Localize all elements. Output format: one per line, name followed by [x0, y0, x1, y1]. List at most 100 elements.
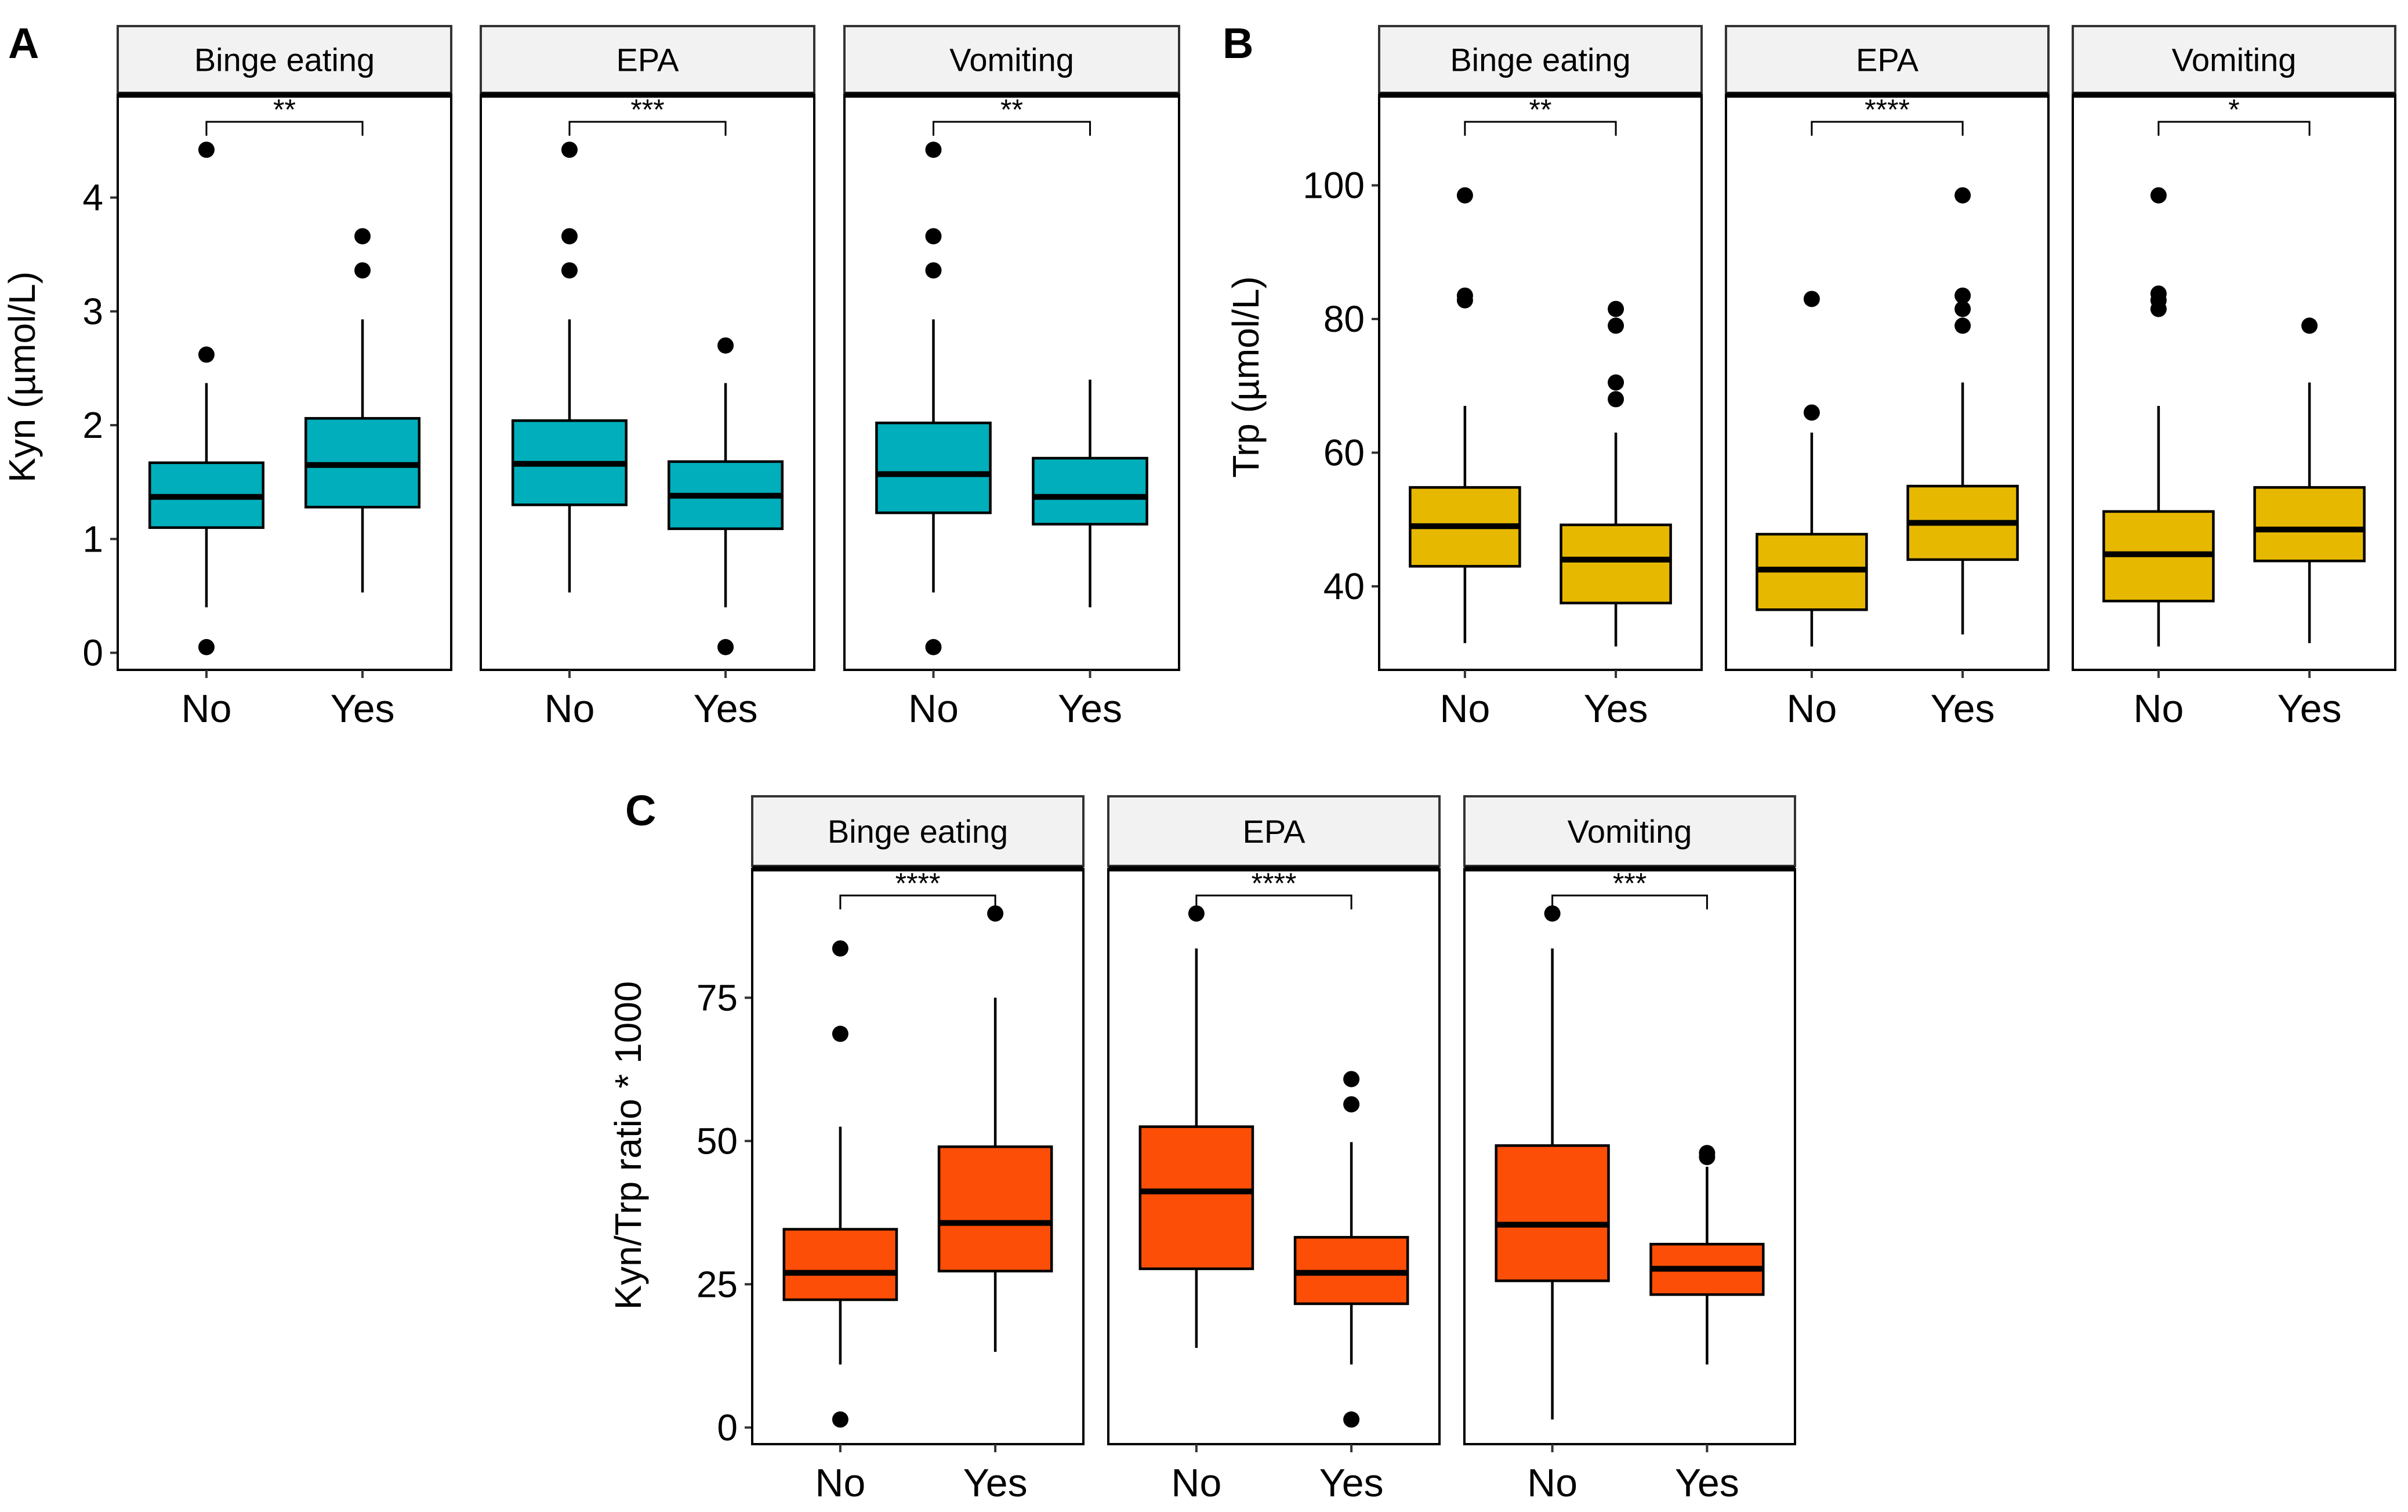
box-no: [511, 142, 628, 593]
facet-binge-eating: Binge eating ** No Yes: [117, 25, 452, 731]
y-tick-label: 80: [1323, 298, 1365, 340]
outlier-point: [561, 262, 578, 279]
x-tick-label: Yes: [1319, 1461, 1384, 1505]
outlier-point: [717, 639, 734, 655]
plot-border: [480, 94, 815, 671]
outlier-point: [1699, 1148, 1716, 1165]
outlier-point: [1343, 1411, 1360, 1428]
outlier-point: [198, 346, 215, 363]
significance-bracket: [1464, 121, 1617, 136]
x-tick-label: Yes: [1058, 687, 1122, 731]
y-tick-label: 40: [1323, 565, 1365, 607]
box-yes: [304, 228, 421, 593]
outlier-point: [832, 1025, 848, 1042]
significance-label: ****: [1865, 93, 1910, 126]
outlier-point: [832, 1411, 848, 1428]
significance-label: ***: [1613, 867, 1647, 900]
y-tick-label: 75: [697, 977, 738, 1018]
panel-letter: A: [8, 19, 39, 67]
facet-strip: [1725, 25, 2050, 94]
box-no: [875, 142, 992, 655]
plot-border: [843, 94, 1180, 671]
x-tick-label: No: [1786, 687, 1837, 731]
outlier-point: [1954, 287, 1971, 304]
box-iqr: [937, 1145, 1053, 1272]
y-tick-label: 2: [82, 404, 103, 446]
significance-label: **: [1000, 93, 1023, 126]
significance-bracket: [1195, 894, 1352, 909]
facet-strip: [480, 25, 815, 94]
facet-strip: [1107, 795, 1441, 867]
x-tick-label: No: [2133, 687, 2184, 731]
panel-b: B Trp (µmol/L) 40 60 80 100 Binge eating ** No Ye…: [1223, 19, 2396, 731]
outlier-point: [1456, 187, 1473, 204]
box-iqr: [1560, 523, 1672, 605]
outlier-point: [2150, 187, 2167, 204]
outlier-point: [561, 228, 578, 245]
significance-bracket: [205, 121, 364, 136]
box-yes: [2253, 317, 2366, 643]
outlier-point: [925, 639, 942, 655]
significance-label: ****: [895, 867, 941, 900]
box-iqr: [1138, 1125, 1254, 1270]
facet-strip-label: Vomiting: [2172, 42, 2297, 78]
y-axis-title: Kyn/Trp ratio * 1000: [607, 981, 649, 1310]
significance-label: ****: [1252, 867, 1297, 900]
outlier-point: [354, 228, 371, 245]
outlier-point: [1608, 317, 1624, 334]
significance-bracket: [932, 121, 1091, 136]
outlier-point: [1803, 404, 1820, 421]
outlier-point: [198, 142, 215, 158]
outlier-point: [1608, 300, 1624, 317]
outlier-point: [198, 639, 215, 655]
significance-bracket: [1551, 894, 1708, 909]
outlier-point: [1343, 1071, 1360, 1087]
significance-label: **: [1529, 93, 1552, 126]
significance-label: **: [273, 93, 296, 126]
outlier-point: [2150, 300, 2167, 317]
box-no: [148, 142, 264, 655]
outlier-point: [2301, 317, 2318, 334]
facet-strip-label: EPA: [616, 42, 680, 78]
x-tick-label: Yes: [1584, 687, 1648, 731]
box-no: [1495, 905, 1610, 1420]
y-axis-title: Kyn (µmol/L): [1, 271, 43, 483]
box-no: [1409, 187, 1521, 643]
significance-label: ***: [630, 93, 664, 126]
facet-binge-eating: Binge eating **** No Yes: [751, 795, 1085, 1505]
y-tick-label: 1: [82, 518, 103, 560]
facet-strip: [117, 25, 452, 94]
facet-binge-eating: Binge eating ** No Yes: [1378, 25, 1703, 731]
outlier-point: [1954, 317, 1971, 334]
box-yes: [937, 905, 1053, 1352]
outlier-point: [987, 905, 1004, 922]
x-tick-label: No: [908, 687, 959, 731]
significance-bracket: [568, 121, 727, 136]
significance-label: *: [2228, 93, 2239, 126]
box-no: [2102, 187, 2215, 647]
box-iqr: [1032, 456, 1148, 526]
y-axis-title: Trp (µmol/L): [1225, 276, 1267, 477]
facet-strip-label: Vomiting: [949, 42, 1074, 78]
y-tick-label: 3: [82, 291, 103, 332]
box-yes: [668, 337, 784, 655]
box-iqr: [782, 1228, 898, 1301]
x-tick-label: Yes: [963, 1461, 1028, 1505]
x-tick-label: Yes: [1675, 1461, 1739, 1505]
box-iqr: [1495, 1144, 1610, 1282]
y-tick-label: 0: [717, 1406, 738, 1448]
x-tick-label: Yes: [694, 687, 758, 731]
x-tick-label: Yes: [331, 687, 395, 731]
box-no: [782, 940, 898, 1428]
outlier-point: [1803, 291, 1820, 307]
outlier-point: [1188, 905, 1205, 922]
x-tick-label: No: [1171, 1461, 1221, 1505]
outlier-point: [717, 337, 734, 354]
x-tick-label: Yes: [1931, 687, 1995, 731]
x-tick-label: No: [815, 1461, 865, 1505]
facet-strip: [751, 795, 1085, 867]
facet-epa: EPA **** No Yes: [1725, 25, 2050, 731]
box-yes: [1293, 1071, 1409, 1428]
outlier-point: [561, 142, 578, 158]
